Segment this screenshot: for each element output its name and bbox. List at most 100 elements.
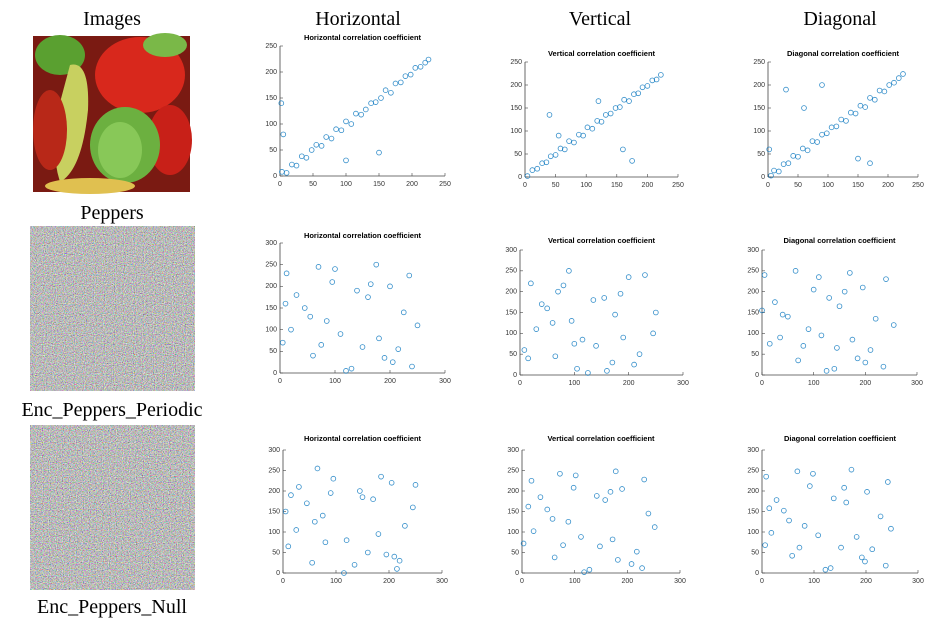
x-tick-label: 0	[278, 378, 282, 385]
scatter-point	[651, 331, 656, 336]
scatter-point	[847, 271, 852, 276]
scatter-point	[410, 364, 415, 369]
scatter-point	[621, 147, 626, 152]
scatter-point	[610, 537, 615, 542]
scatter-point	[284, 271, 289, 276]
scatter-point	[645, 84, 650, 89]
y-tick-label: 300	[747, 447, 759, 454]
scatter-point	[297, 485, 302, 490]
y-tick-label: 250	[265, 262, 277, 269]
scatter-point	[426, 57, 431, 62]
scatter-point	[844, 500, 849, 505]
scatter-point	[529, 478, 534, 483]
scatter-point	[314, 142, 319, 147]
figure: Images Horizontal Vertical Diagonal Pepp…	[0, 0, 930, 620]
scatter-point	[896, 76, 901, 81]
y-tick-label: 200	[747, 289, 759, 296]
scatter-point	[802, 106, 807, 111]
scatter-point	[842, 289, 847, 294]
scatter-point	[630, 159, 635, 164]
scatter-point	[567, 139, 572, 144]
y-tick-label: 200	[505, 289, 517, 296]
y-tick-label: 300	[507, 447, 519, 454]
scatter-point	[839, 117, 844, 122]
scatter-point	[834, 124, 839, 129]
y-tick-label: 0	[755, 570, 759, 577]
scatter-point	[363, 107, 368, 112]
scatter-point	[652, 525, 657, 530]
scatter-point	[811, 471, 816, 476]
scatter-point	[806, 327, 811, 332]
scatter-point	[558, 471, 563, 476]
scatter-point	[824, 368, 829, 373]
scatter-point	[872, 97, 877, 102]
scatter-point	[304, 501, 309, 506]
scatter-point	[377, 336, 382, 341]
x-tick-label: 0	[766, 182, 770, 189]
scatter-point	[360, 495, 365, 500]
scatter-point	[379, 474, 384, 479]
scatter-point	[366, 295, 371, 300]
scatter-point	[526, 504, 531, 509]
scatter-point	[868, 348, 873, 353]
chart-title: Diagonal correlation coefficient	[784, 434, 897, 443]
scatter-point	[787, 518, 792, 523]
scatter-point	[774, 498, 779, 503]
scatter-point	[388, 90, 393, 95]
y-tick-label: 0	[761, 174, 765, 181]
scatter-point	[594, 494, 599, 499]
scatter-point	[844, 118, 849, 123]
y-tick-label: 200	[265, 69, 277, 76]
y-tick-label: 50	[269, 348, 277, 355]
y-tick-label: 50	[511, 549, 519, 556]
scatter-point	[561, 543, 566, 548]
y-tick-label: 0	[518, 174, 522, 181]
scatter-point	[626, 275, 631, 280]
scatter-point	[403, 74, 408, 79]
column-header: Diagonal	[803, 8, 877, 30]
scatter-point	[805, 148, 810, 153]
x-tick-label: 0	[760, 380, 764, 387]
scatter-point	[829, 125, 834, 130]
scatter-point	[769, 530, 774, 535]
chart-title: Vertical correlation coefficient	[548, 236, 656, 245]
scatter-point	[781, 508, 786, 513]
scatter-point	[413, 482, 418, 487]
y-tick-label: 100	[747, 330, 759, 337]
scatter-point	[384, 552, 389, 557]
scatter-point	[827, 296, 832, 301]
scatter-point	[901, 72, 906, 77]
scatter-point	[377, 150, 382, 155]
scatter-point	[610, 360, 615, 365]
scatter-point	[547, 113, 552, 118]
scatter-point	[573, 473, 578, 478]
y-tick-label: 100	[507, 529, 519, 536]
scatter-point	[308, 314, 313, 319]
y-tick-label: 150	[747, 508, 759, 515]
y-tick-label: 50	[751, 351, 759, 358]
x-tick-label: 200	[642, 182, 654, 189]
y-tick-label: 200	[265, 283, 277, 290]
column-header: Vertical	[569, 8, 632, 30]
scatter-point	[796, 358, 801, 363]
scatter-point	[887, 83, 892, 88]
chart-title: Diagonal correlation coefficient	[783, 236, 896, 245]
scatter-point	[413, 65, 418, 70]
x-tick-label: 100	[822, 182, 834, 189]
scatter-point	[286, 544, 291, 549]
row-label: Enc_Peppers_Null	[37, 596, 187, 618]
scatter-point	[534, 327, 539, 332]
x-tick-label: 200	[383, 578, 395, 585]
scatter-point	[299, 154, 304, 159]
scatter-point	[334, 127, 339, 132]
scatter-point	[538, 495, 543, 500]
scatter-point	[330, 280, 335, 285]
scatter-point	[832, 366, 837, 371]
scatter-point	[853, 111, 858, 116]
x-tick-label: 250	[912, 182, 924, 189]
scatter-point	[801, 343, 806, 348]
scatter-point	[878, 514, 883, 519]
x-tick-label: 100	[580, 182, 592, 189]
y-tick-label: 300	[505, 247, 517, 254]
scatter-point	[646, 511, 651, 516]
